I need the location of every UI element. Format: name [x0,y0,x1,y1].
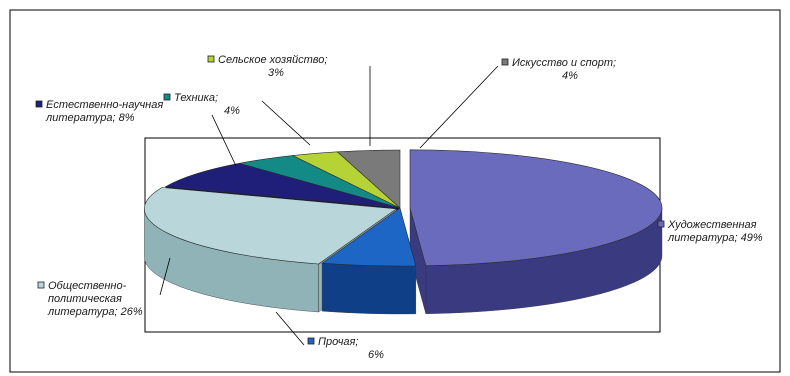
pie-slice-fiction [409,149,663,267]
label-key-tech [163,93,171,101]
label-key-fiction [657,220,665,228]
label-key-science [35,100,43,108]
label-key-agri [207,55,215,63]
pie-side-other [321,262,417,315]
data-label-science: Естественно-научная литература; 8% [45,99,163,124]
leader-line-arts [419,65,499,149]
label-key-social [37,281,45,289]
pie-slice-science [164,163,401,209]
leader-line-other [275,311,305,346]
pie-slice-social [144,187,398,265]
data-label-other: Прочая;6% [318,336,384,361]
data-label-agri: Сельское хозяйство; 3% [218,54,327,79]
pie-slice-arts [336,149,401,209]
pie-slice-other [321,207,417,267]
label-key-other [307,337,315,345]
data-label-fiction: Художественная литература; 49% [667,219,763,244]
leader-line-science [211,114,237,167]
leader-line-tech [261,100,311,146]
data-label-social: Общественно-политическая литература; 26% [47,280,143,318]
data-label-arts: Искусство и спорт; 4% [512,57,616,82]
data-label-tech: Техника;4% [174,92,240,117]
label-key-arts [501,58,509,66]
leader-line-social [159,257,171,296]
chart-frame [9,9,781,373]
